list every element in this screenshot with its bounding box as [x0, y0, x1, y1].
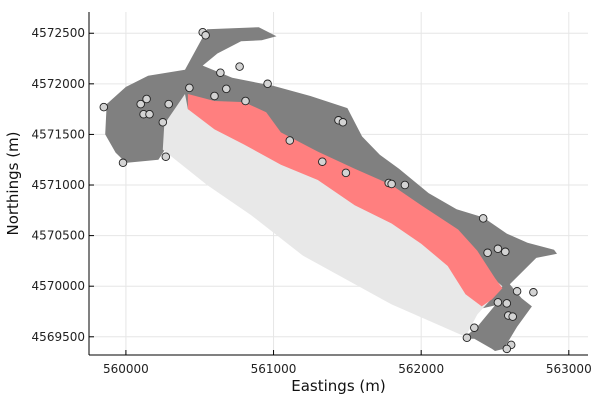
- data-point-12: [210, 91, 219, 101]
- data-point-16: [241, 96, 250, 106]
- y-axis-label: Northings (m): [4, 131, 22, 235]
- x-tick-label-1: 561000: [251, 362, 297, 376]
- axes-frame: [88, 12, 588, 356]
- y-tick-label-1: 4570000: [32, 279, 85, 293]
- x-tick-label-2: 562000: [398, 362, 444, 376]
- map-regions: [105, 27, 557, 351]
- data-point-7: [161, 152, 171, 161]
- region-1: [162, 94, 503, 337]
- y-tick-label-5: 4572000: [32, 77, 85, 91]
- data-point-22: [341, 168, 351, 178]
- data-point-24: [387, 179, 396, 189]
- data-point-25: [400, 180, 410, 190]
- data-point-5: [145, 109, 154, 119]
- y-tick-label-2: 4570500: [32, 229, 85, 243]
- data-point-13: [216, 68, 225, 77]
- data-point-9: [185, 83, 194, 93]
- data-point-6: [158, 118, 168, 127]
- x-axis-label: Eastings (m): [291, 377, 385, 395]
- data-point-1: [118, 158, 128, 168]
- data-point-15: [235, 62, 244, 71]
- data-point-27: [483, 248, 492, 258]
- data-point-37: [502, 344, 512, 354]
- data-point-2: [136, 99, 145, 109]
- data-point-38: [470, 323, 479, 332]
- data-point-21: [338, 118, 348, 127]
- data-point-17: [263, 79, 272, 89]
- x-tick-label-0: 560000: [103, 362, 149, 376]
- data-point-18: [285, 136, 295, 145]
- data-point-35: [529, 288, 538, 297]
- x-tick-label-3: 563000: [546, 362, 592, 376]
- data-point-14: [222, 84, 231, 94]
- data-points: [99, 27, 538, 354]
- y-axis-ticks: 4569500 4570000 4570500 4571000 4571500 45720…: [32, 26, 94, 344]
- y-tick-label-3: 4571000: [32, 178, 85, 192]
- data-point-4: [142, 94, 151, 104]
- data-point-31: [502, 299, 512, 308]
- data-point-29: [501, 247, 510, 257]
- x-axis-ticks: 560000 561000 562000 563000: [103, 350, 592, 376]
- y-tick-label-4: 4571500: [32, 127, 85, 141]
- y-tick-label-6: 4572500: [32, 26, 85, 40]
- data-point-33: [508, 312, 517, 321]
- plot-area: 560000 561000 562000 563000 456950045700004…: [32, 12, 592, 376]
- data-point-11: [201, 31, 210, 40]
- region-2: [187, 94, 503, 307]
- data-point-0: [99, 102, 109, 112]
- data-point-19: [318, 157, 327, 166]
- y-tick-label-0: 4569500: [32, 330, 85, 344]
- data-point-8: [164, 99, 173, 109]
- data-point-28: [493, 244, 503, 254]
- data-point-26: [478, 214, 488, 223]
- data-point-34: [512, 287, 522, 296]
- data-point-39: [462, 333, 472, 343]
- data-point-30: [493, 298, 503, 307]
